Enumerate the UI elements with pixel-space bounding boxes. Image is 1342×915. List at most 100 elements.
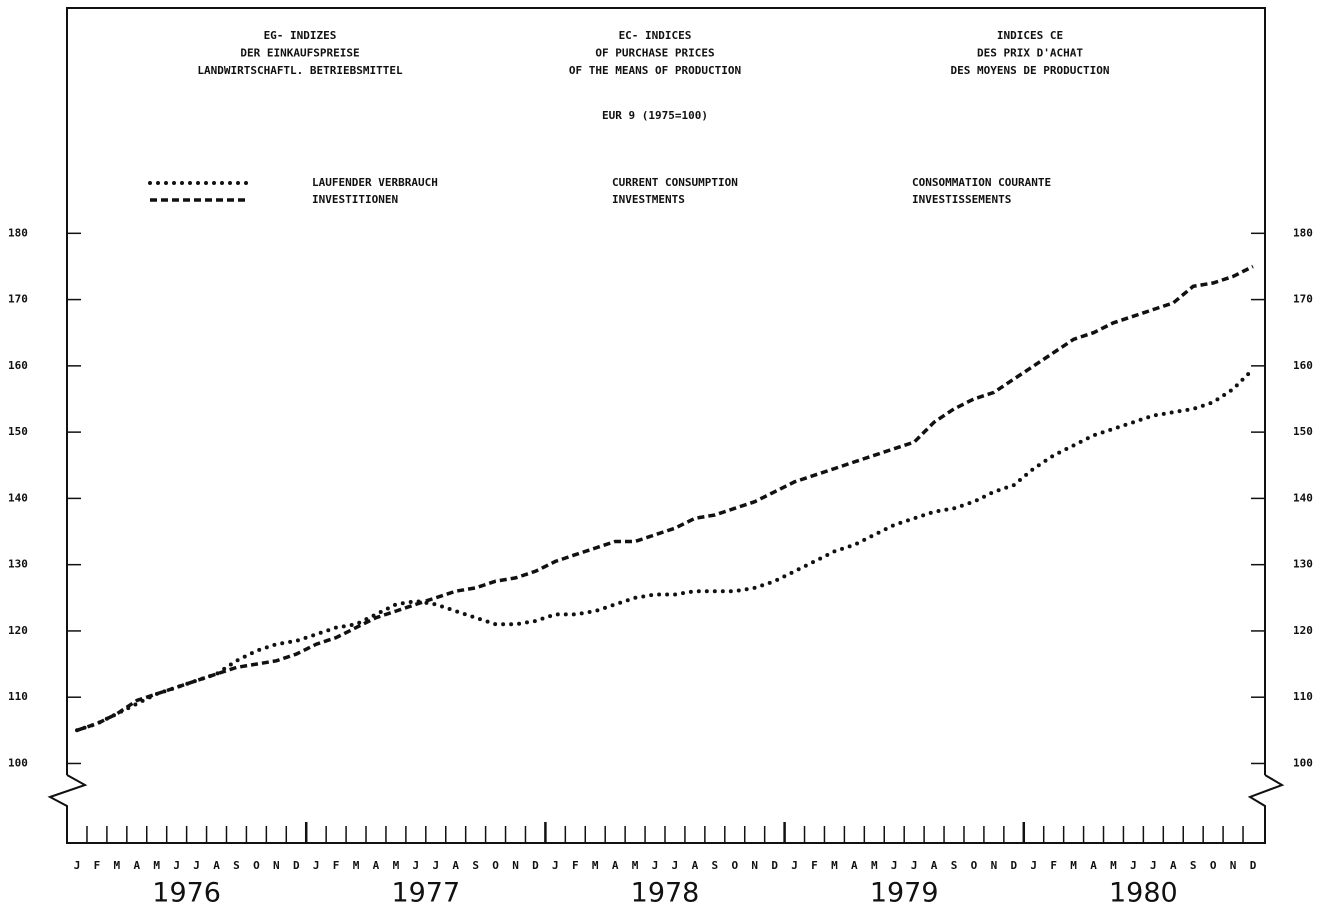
x-tick-label: F [572,859,579,872]
legend-label: INVESTITIONEN [312,193,398,206]
x-tick-label: A [1170,859,1177,872]
y-tick-label: 100 [8,756,28,769]
x-tick-label: J [313,859,320,872]
legend-label: CURRENT CONSUMPTION [612,176,738,189]
x-tick-label: J [432,859,439,872]
x-tick-label: F [333,859,340,872]
y-tick-label: 130 [8,558,28,571]
x-tick-label: J [672,859,679,872]
x-tick-label: O [1210,859,1217,872]
legend-label: CONSOMMATION COURANTE [912,176,1051,189]
y-tick-label: 160 [8,359,28,372]
x-tick-label: F [811,859,818,872]
x-tick-label: O [253,859,260,872]
x-tick-label: J [891,859,898,872]
x-tick-label: N [512,859,519,872]
x-tick-label: S [233,859,240,872]
x-tick-label: M [114,859,121,872]
legend-label: INVESTMENTS [612,193,685,206]
x-tick-label: M [353,859,360,872]
y-tick-label: 180 [8,226,28,239]
x-tick-label: M [153,859,160,872]
x-tick-label: N [751,859,758,872]
y-tick-label: 170 [8,293,28,306]
y-tick-label-right: 100 [1293,756,1313,769]
legend-label: INVESTISSEMENTS [912,193,1011,206]
y-tick-label-right: 130 [1293,558,1313,571]
x-tick-label: M [393,859,400,872]
title-line: OF THE MEANS OF PRODUCTION [569,64,741,77]
title-line: EG- INDIZES [264,29,337,42]
x-tick-label: M [1070,859,1077,872]
x-tick-label: J [552,859,559,872]
y-tick-label: 120 [8,624,28,637]
x-tick-label: M [592,859,599,872]
x-tick-label: J [413,859,420,872]
x-tick-label: M [1110,859,1117,872]
x-tick-label: M [831,859,838,872]
subtitle: EUR 9 (1975=100) [602,109,708,122]
x-tick-label: O [492,859,499,872]
x-tick-label: F [94,859,101,872]
x-tick-label: J [173,859,180,872]
title-line: DES MOYENS DE PRODUCTION [951,64,1110,77]
x-tick-label: S [1190,859,1197,872]
y-tick-label-right: 150 [1293,425,1313,438]
x-tick-label: D [771,859,778,872]
y-tick-label-right: 160 [1293,359,1313,372]
x-tick-label: M [871,859,878,872]
title-line: LANDWIRTSCHAFTL. BETRIEBSMITTEL [197,64,403,77]
x-tick-label: A [133,859,140,872]
y-tick-label-right: 120 [1293,624,1313,637]
x-tick-label: A [931,859,938,872]
x-tick-label: A [452,859,459,872]
y-tick-label-right: 140 [1293,491,1313,504]
series-line [75,367,1255,733]
x-tick-label: J [74,859,81,872]
x-tick-label: A [851,859,858,872]
title-line: OF PURCHASE PRICES [595,47,714,60]
x-tick-label: D [1250,859,1257,872]
year-label: 1976 [152,878,221,909]
year-label: 1977 [391,878,460,909]
x-tick-label: J [911,859,918,872]
x-tick-label: A [692,859,699,872]
y-tick-label: 110 [8,690,28,703]
x-tick-label: J [791,859,798,872]
x-tick-label: D [532,859,539,872]
x-tick-label: J [1150,859,1157,872]
x-tick-label: J [652,859,659,872]
x-tick-label: O [731,859,738,872]
axis-break-left [47,774,1285,844]
x-tick-label: D [293,859,300,872]
x-tick-label: S [951,859,958,872]
x-tick-label: S [472,859,479,872]
x-tick-label: M [632,859,639,872]
title-line: DER EINKAUFSPREISE [240,47,359,60]
title-line: INDICES CE [997,29,1063,42]
x-tick-label: N [1230,859,1237,872]
title-line: DES PRIX D'ACHAT [977,47,1083,60]
title-line: EC- INDICES [619,29,692,42]
x-tick-label: O [971,859,978,872]
x-tick-label: A [612,859,619,872]
year-label: 1980 [1109,878,1178,909]
x-tick-label: N [991,859,998,872]
plot-frame [66,7,1266,775]
year-label: 1978 [631,878,700,909]
year-label: 1979 [870,878,939,909]
series-line [76,264,1254,732]
y-tick-label-right: 110 [1293,690,1313,703]
y-tick-label-right: 170 [1293,293,1313,306]
y-tick-label: 150 [8,425,28,438]
x-tick-label: S [712,859,719,872]
legend-label: LAUFENDER VERBRAUCH [312,176,438,189]
y-tick-label: 140 [8,491,28,504]
x-tick-label: N [273,859,280,872]
x-tick-label: J [1030,859,1037,872]
x-tick-label: F [1050,859,1057,872]
x-tick-label: A [373,859,380,872]
x-tick-label: D [1011,859,1018,872]
x-tick-label: A [213,859,220,872]
